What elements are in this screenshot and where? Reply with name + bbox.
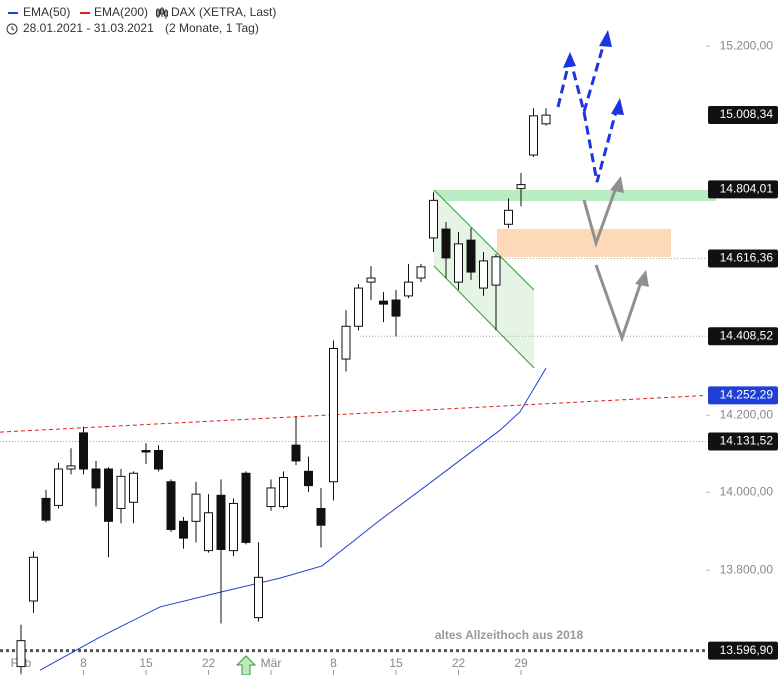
candle-body [91, 468, 101, 489]
level-box [708, 641, 778, 660]
candle-body [166, 481, 176, 531]
y-tick-label: 14.000,00 [720, 484, 774, 498]
level-label: 13.596,90 [720, 643, 774, 657]
plot-area: 15.200,0014.200,0014.000,0013.800,00Feb8… [0, 38, 773, 675]
candle-body [54, 468, 63, 506]
x-tick-label: 22 [452, 656, 466, 670]
candle-body [154, 450, 163, 470]
candle-body [191, 493, 201, 522]
x-tick-label: 22 [202, 656, 216, 670]
x-tick-label: 15 [139, 656, 153, 670]
level-label: 14.804,01 [720, 182, 774, 196]
candle-body [454, 243, 463, 283]
legend: EMA(50) EMA(200) DAX (XETRA, Last) 28.01… [6, 5, 276, 35]
x-tick-label: Mär [261, 656, 282, 670]
candle-body [204, 512, 213, 552]
arrowheads-blue [563, 30, 624, 115]
candle-body [404, 281, 413, 297]
indicator-line [39, 367, 547, 671]
candle-body [141, 450, 151, 453]
candle-body [66, 465, 76, 470]
y-tick-label: 14.200,00 [720, 407, 774, 421]
level-label: 14.408,52 [720, 328, 774, 342]
candle-body [41, 497, 51, 521]
event-marker [235, 655, 257, 675]
candle-body [216, 494, 226, 550]
candle-body [429, 199, 438, 239]
candle-body [541, 114, 551, 125]
candle-body [516, 184, 526, 190]
channel-line [433, 189, 535, 291]
level-label: 14.131,52 [720, 434, 774, 448]
level-label: 14.616,36 [720, 251, 774, 265]
candle-body [229, 502, 238, 552]
candle-body [504, 209, 513, 225]
y-tick-label: 13.800,00 [720, 562, 774, 576]
candle-body [304, 470, 313, 487]
candle-body [241, 472, 251, 543]
candle-icon [156, 7, 168, 19]
candle-body [116, 475, 126, 509]
x-tick-label: 29 [514, 656, 528, 670]
period-note: (2 Monate, 1 Tag) [165, 21, 259, 35]
candle-body [79, 432, 88, 470]
arrowheads-gray [610, 176, 649, 287]
resistance-zone [433, 190, 716, 201]
candle-body [366, 277, 376, 283]
candle-body [279, 477, 288, 508]
candle-body [354, 287, 363, 327]
level-box [708, 432, 778, 451]
channel-line [433, 265, 535, 369]
x-tick-label: 15 [389, 656, 403, 670]
x-tick-label: 8 [80, 656, 87, 670]
candle-body [416, 266, 426, 279]
level-box [708, 327, 778, 346]
level-label: 14.252,29 [720, 388, 774, 402]
level-box [708, 386, 778, 405]
candle-body [341, 325, 351, 360]
candle-body [391, 299, 401, 317]
candle-body [291, 444, 301, 462]
y-tick-label: 15.200,00 [720, 38, 774, 52]
candle-body [129, 472, 138, 503]
candle-body [179, 520, 188, 539]
indicator-line [0, 394, 707, 433]
candle-body [479, 260, 488, 289]
candle-body [254, 576, 263, 619]
projection-gray [582, 181, 645, 343]
candle-body [16, 640, 26, 668]
level-box [708, 106, 778, 125]
candle-body [491, 256, 501, 286]
legend-entry: EMA(200) [94, 5, 148, 19]
candle-body [316, 507, 326, 526]
annotation: altes Allzeithoch aus 2018 [435, 628, 584, 642]
level-box [708, 180, 778, 199]
candle-body [379, 300, 388, 305]
candle-body [329, 347, 338, 483]
level-label: 15.008,34 [720, 107, 774, 121]
clock-hand [11, 26, 15, 31]
support-zone [497, 229, 671, 257]
level-box [708, 249, 778, 268]
candle-body [529, 115, 538, 156]
legend-entry: DAX (XETRA, Last) [171, 5, 276, 19]
candle-body [29, 556, 38, 602]
candle-body [441, 228, 451, 259]
period: 28.01.2021 - 31.03.2021 [23, 21, 154, 35]
projection-blue [556, 35, 620, 183]
candle-body [104, 468, 113, 522]
clock-icon [6, 23, 18, 35]
legend-entry: EMA(50) [23, 5, 70, 19]
candle-body [466, 239, 476, 273]
candle-body [266, 487, 276, 508]
x-tick-label: 8 [330, 656, 337, 670]
